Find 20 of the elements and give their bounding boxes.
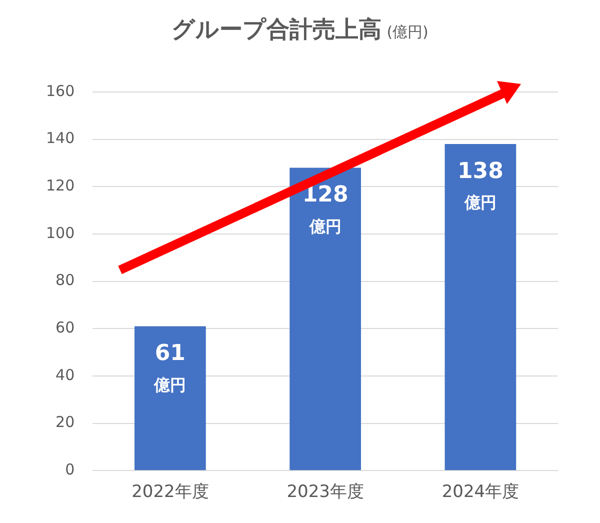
y-tick-label: 0 (65, 460, 75, 478)
data-label: 128 億円 (302, 182, 348, 236)
chart-title: グループ合計売上高 (172, 17, 382, 43)
x-tick-label: 2024年度 (442, 482, 520, 502)
y-tick-label: 100 (46, 224, 75, 242)
data-label: 138 億円 (457, 158, 504, 212)
x-tick-label: 2023年度 (286, 482, 364, 502)
y-tick-label: 80 (56, 271, 75, 290)
y-tick-label: 40 (56, 366, 75, 384)
y-tick-label: 60 (56, 318, 75, 337)
data-label: 61 億円 (153, 340, 186, 394)
y-tick-label: 140 (46, 129, 75, 148)
bar (134, 326, 206, 470)
bar (290, 168, 361, 470)
y-tick-label: 120 (46, 176, 75, 195)
y-tick-label: 20 (56, 413, 75, 432)
y-tick-label: 160 (46, 82, 75, 100)
x-tick-label: 2022年度 (132, 482, 209, 502)
chart-subtitle: (億円) (386, 23, 428, 41)
bar (444, 144, 516, 470)
